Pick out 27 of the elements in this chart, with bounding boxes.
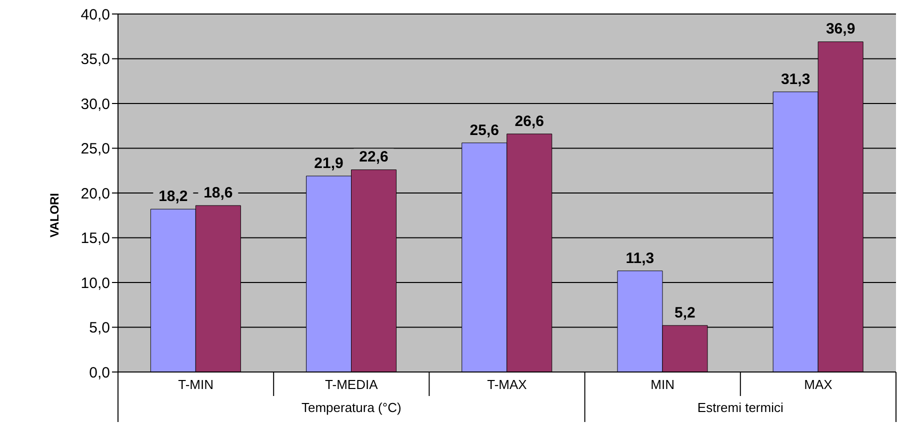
y-tick-label: 10,0 [80,274,110,292]
data-label: 36,9 [826,20,856,38]
data-label: 18,2 [158,188,188,206]
data-label: 25,6 [470,122,499,139]
data-label: 18,6 [204,184,233,202]
text: Estremi termici [697,400,784,415]
x-tick-label: T-MEDIA [325,377,378,392]
x-tick-label: T-MIN [178,377,214,392]
y-tick-label: 15,0 [80,230,110,248]
y-tick-label: 5,0 [89,320,110,337]
x-tick-label: MIN [650,377,675,392]
data-label: 31,3 [780,70,810,88]
x-tick-label: MAX [804,377,833,392]
data-label: 21,9 [314,154,344,172]
y-tick-label: 35,0 [80,51,110,68]
y-tick-label: 25,0 [80,140,110,158]
y-tick-label: 0,0 [89,364,110,382]
y-tick-label: 30,0 [80,96,110,113]
y-tick-label: 20,0 [80,185,110,202]
data-label: 11,3 [626,250,654,267]
x-tick-label: T-MAX [487,377,528,392]
text: Temperatura (°C) [301,400,402,415]
data-label: 26,6 [514,112,544,130]
data-label: 5,2 [674,304,696,322]
y-tick-label: 40,0 [80,6,110,24]
data-label: 22,6 [359,148,388,166]
y-axis-title: VALORI [47,193,62,238]
